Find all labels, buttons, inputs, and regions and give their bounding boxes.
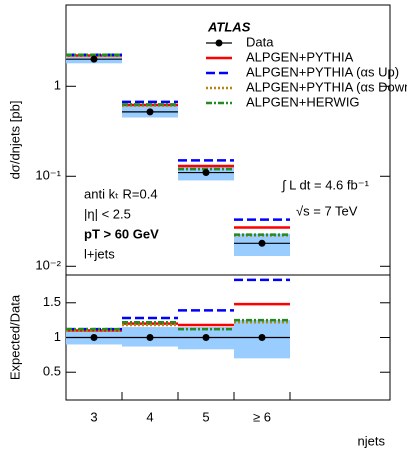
y-tick-label: 1 xyxy=(54,329,61,344)
y-axis-label: dσ/dnjets [pb] xyxy=(7,101,22,180)
x-tick-label: 4 xyxy=(146,409,153,424)
data-point xyxy=(258,239,266,247)
legend-label: ALPGEN+PYTHIA (αs Up) xyxy=(246,64,399,79)
energy: √s = 7 TeV xyxy=(296,203,358,218)
frame xyxy=(65,4,391,401)
legend-label: ALPGEN+HERWIG xyxy=(246,94,360,109)
legend-label: Data xyxy=(246,34,274,49)
annotation: pT > 60 GeV xyxy=(84,226,159,241)
data-point xyxy=(146,334,154,341)
annotation: l+jets xyxy=(84,246,115,261)
data-point xyxy=(202,169,210,177)
annotation: |η| < 2.5 xyxy=(84,206,131,221)
y-tick-label: 0.5 xyxy=(43,364,61,379)
y-tick-label: 1 xyxy=(54,78,61,93)
data-point xyxy=(146,108,154,116)
legend-label: ALPGEN+PYTHIA (αs Down) xyxy=(246,79,407,94)
luminosity: ∫ L dt = 4.6 fb⁻¹ xyxy=(281,177,370,192)
x-axis-label: njets xyxy=(358,433,386,448)
x-tick-label: 5 xyxy=(202,409,209,424)
legend-swatch xyxy=(215,39,223,47)
y-tick-label: 10⁻² xyxy=(35,258,61,273)
x-tick-label: ≥ 6 xyxy=(253,409,271,424)
data-point xyxy=(90,55,98,63)
legend-label: ALPGEN+PYTHIA xyxy=(246,49,354,64)
y-tick-label: 10⁻¹ xyxy=(35,168,61,183)
annotation: anti kₜ R=0.4 xyxy=(84,186,158,201)
y-tick-label: 1.5 xyxy=(43,294,61,309)
data-point xyxy=(258,334,266,341)
y-axis-label: Expected/Data xyxy=(7,294,22,380)
chart-title: ATLAS xyxy=(207,19,251,34)
x-tick-label: 3 xyxy=(90,409,97,424)
data-point xyxy=(90,334,98,341)
data-point xyxy=(202,334,210,341)
